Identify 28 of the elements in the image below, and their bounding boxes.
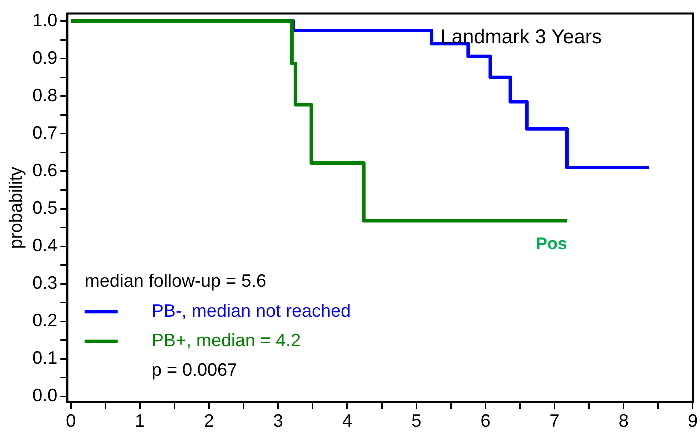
x-tick-label: 8 — [618, 411, 629, 432]
x-tick-label: 1 — [135, 411, 146, 432]
y-tick-label: 0.4 — [32, 236, 58, 256]
y-tick-label: 0.7 — [32, 122, 58, 143]
y-tick-label: 0.2 — [32, 310, 58, 331]
x-tick-label: 7 — [550, 411, 560, 432]
y-tick-label: 1.0 — [32, 10, 58, 30]
y-axis-title: probability — [6, 167, 26, 250]
y-tick-label: 0.8 — [32, 85, 58, 106]
legend-label: PB+, median = 4.2 — [152, 330, 302, 351]
y-tick-label: 0.3 — [32, 273, 58, 294]
x-tick-label: 6 — [480, 411, 491, 432]
y-tick-label: 0.0 — [32, 386, 58, 406]
x-tick-label: 2 — [204, 411, 214, 432]
x-tick-label: 9 — [688, 411, 698, 432]
annotation: Landmark 3 Years — [440, 26, 602, 49]
y-tick-label: 0.6 — [32, 160, 58, 180]
x-tick-label: 0 — [66, 411, 76, 432]
annotation: Pos — [536, 234, 568, 254]
x-tick-label: 3 — [273, 411, 284, 432]
x-tick-label: 5 — [412, 411, 422, 432]
x-tick-label: 4 — [342, 411, 352, 432]
y-tick-label: 0.1 — [32, 348, 58, 368]
legend-label: PB-, median not reached — [152, 300, 352, 321]
annotation: p = 0.0067 — [152, 360, 238, 380]
y-tick-label: 0.9 — [32, 48, 58, 68]
annotation: median follow-up = 5.6 — [84, 271, 267, 292]
y-tick-label: 0.5 — [32, 198, 58, 218]
